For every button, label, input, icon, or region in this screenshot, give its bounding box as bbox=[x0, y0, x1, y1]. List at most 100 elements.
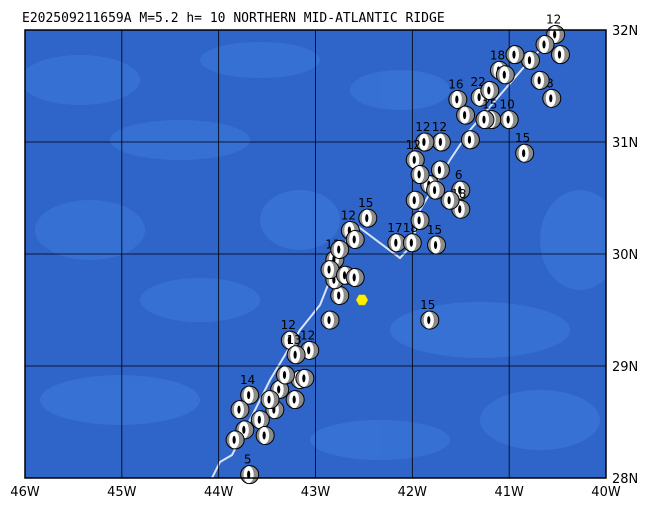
events: 5151515171815121312121314221610158181212… bbox=[225, 12, 570, 485]
focal-mechanism bbox=[499, 110, 519, 130]
depth-label: 12 bbox=[432, 120, 447, 134]
beachball-compression bbox=[512, 50, 516, 59]
beachball-compression bbox=[267, 395, 271, 404]
focal-mechanism bbox=[285, 390, 305, 410]
focal-mechanism bbox=[460, 130, 480, 150]
beachball-compression bbox=[337, 291, 341, 300]
beachball-compression bbox=[365, 214, 369, 223]
focal-mechanism bbox=[420, 310, 440, 330]
focal-mechanism bbox=[535, 35, 555, 55]
lon-label: 46W bbox=[10, 485, 40, 500]
depth-label: 13 bbox=[286, 333, 301, 347]
beachball-compression bbox=[287, 336, 291, 345]
lon-label: 43W bbox=[301, 485, 331, 500]
depth-label: 8 bbox=[546, 76, 554, 90]
title: E202509211659A M=5.2 h= 10 NORTHERN MID-… bbox=[22, 11, 445, 26]
depth-label: 12 bbox=[546, 12, 561, 26]
beachball-compression bbox=[542, 40, 546, 49]
epicenter bbox=[355, 294, 369, 306]
focal-mechanism bbox=[410, 210, 430, 230]
beachball-compression bbox=[337, 245, 341, 254]
lon-label: 40W bbox=[591, 485, 621, 500]
lon-label: 41W bbox=[494, 485, 524, 500]
beachball-compression bbox=[455, 95, 459, 104]
depth-label: 5 bbox=[244, 453, 252, 467]
beachball-compression bbox=[394, 238, 398, 247]
beachball-compression bbox=[277, 385, 281, 394]
focal-mechanism bbox=[410, 164, 430, 184]
focal-mechanism bbox=[358, 208, 378, 228]
beachball-compression bbox=[307, 346, 311, 355]
beachball-compression bbox=[458, 205, 462, 214]
focal-mechanism bbox=[230, 400, 250, 420]
beachball-compression bbox=[458, 186, 462, 195]
beachball-compression bbox=[409, 238, 413, 247]
focal-mechanism bbox=[345, 229, 365, 249]
beachball-compression bbox=[553, 30, 557, 39]
beachball-compression bbox=[447, 196, 451, 205]
focal-mechanism bbox=[405, 150, 425, 170]
beachball-compression bbox=[412, 196, 416, 205]
beachball-compression bbox=[282, 370, 287, 379]
depth-label: 15 bbox=[358, 196, 373, 210]
focal-mechanism bbox=[320, 310, 340, 330]
focal-mechanism bbox=[330, 240, 350, 260]
focal-mechanism bbox=[480, 80, 500, 100]
focal-mechanism bbox=[405, 190, 425, 210]
beachball-compression bbox=[438, 138, 442, 146]
focal-mechanism bbox=[275, 365, 295, 385]
focal-mechanism bbox=[260, 390, 280, 410]
depth-label: 12 bbox=[281, 318, 296, 332]
focal-mechanism bbox=[240, 465, 260, 485]
focal-mechanism bbox=[345, 268, 365, 288]
beachball-compression bbox=[237, 405, 241, 414]
depth-label: 15 bbox=[427, 223, 442, 237]
depth-label: 12 bbox=[406, 138, 421, 152]
depth-label: 14 bbox=[240, 373, 255, 387]
beachball-compression bbox=[302, 374, 306, 383]
beachball-compression bbox=[342, 271, 347, 280]
depth-label: 10 bbox=[500, 98, 515, 112]
lon-label: 45W bbox=[107, 485, 137, 500]
focal-mechanism bbox=[415, 132, 435, 152]
beachball-compression bbox=[482, 115, 486, 124]
focal-mechanism bbox=[456, 105, 476, 125]
depth-label: 15 bbox=[515, 131, 530, 145]
focal-mechanism bbox=[542, 88, 562, 108]
focal-mechanism bbox=[448, 89, 468, 109]
frame bbox=[24, 29, 607, 479]
beachball-compression bbox=[437, 166, 442, 174]
beachball-compression bbox=[232, 435, 236, 444]
beachball-compression bbox=[352, 273, 356, 282]
beachball-compression bbox=[427, 316, 431, 325]
beachball-compression bbox=[262, 431, 266, 440]
focal-mechanism bbox=[505, 45, 525, 65]
focal-mechanism bbox=[495, 65, 515, 85]
beachball-compression bbox=[433, 241, 438, 250]
beachball-compression bbox=[242, 425, 246, 434]
depth-label: 18 bbox=[490, 48, 505, 62]
beachball-compression bbox=[527, 56, 532, 65]
beachball-compression bbox=[462, 111, 467, 120]
beachball-compression bbox=[412, 155, 416, 164]
beachball-compression bbox=[247, 391, 251, 400]
focal-mechanism bbox=[402, 233, 422, 253]
beachball-compression bbox=[417, 170, 421, 179]
beachball-compression bbox=[537, 76, 541, 85]
focal-mechanism bbox=[431, 132, 451, 152]
focal-mechanism bbox=[440, 190, 460, 210]
focal-mechanism bbox=[530, 70, 550, 90]
focal-mechanism bbox=[387, 233, 407, 253]
focal-mechanism bbox=[426, 180, 446, 200]
beachball-compression bbox=[477, 93, 481, 102]
lat-label: 32N bbox=[612, 24, 638, 39]
focal-mechanism bbox=[286, 345, 306, 365]
depth-label: 16 bbox=[448, 77, 463, 91]
focal-mechanism bbox=[430, 160, 450, 180]
beachball-compression bbox=[506, 115, 510, 124]
depth-label: 6 bbox=[455, 168, 463, 182]
lat-label: 28N bbox=[612, 472, 638, 487]
beachball-compression bbox=[327, 265, 331, 274]
depth-label: 17 bbox=[387, 221, 402, 235]
